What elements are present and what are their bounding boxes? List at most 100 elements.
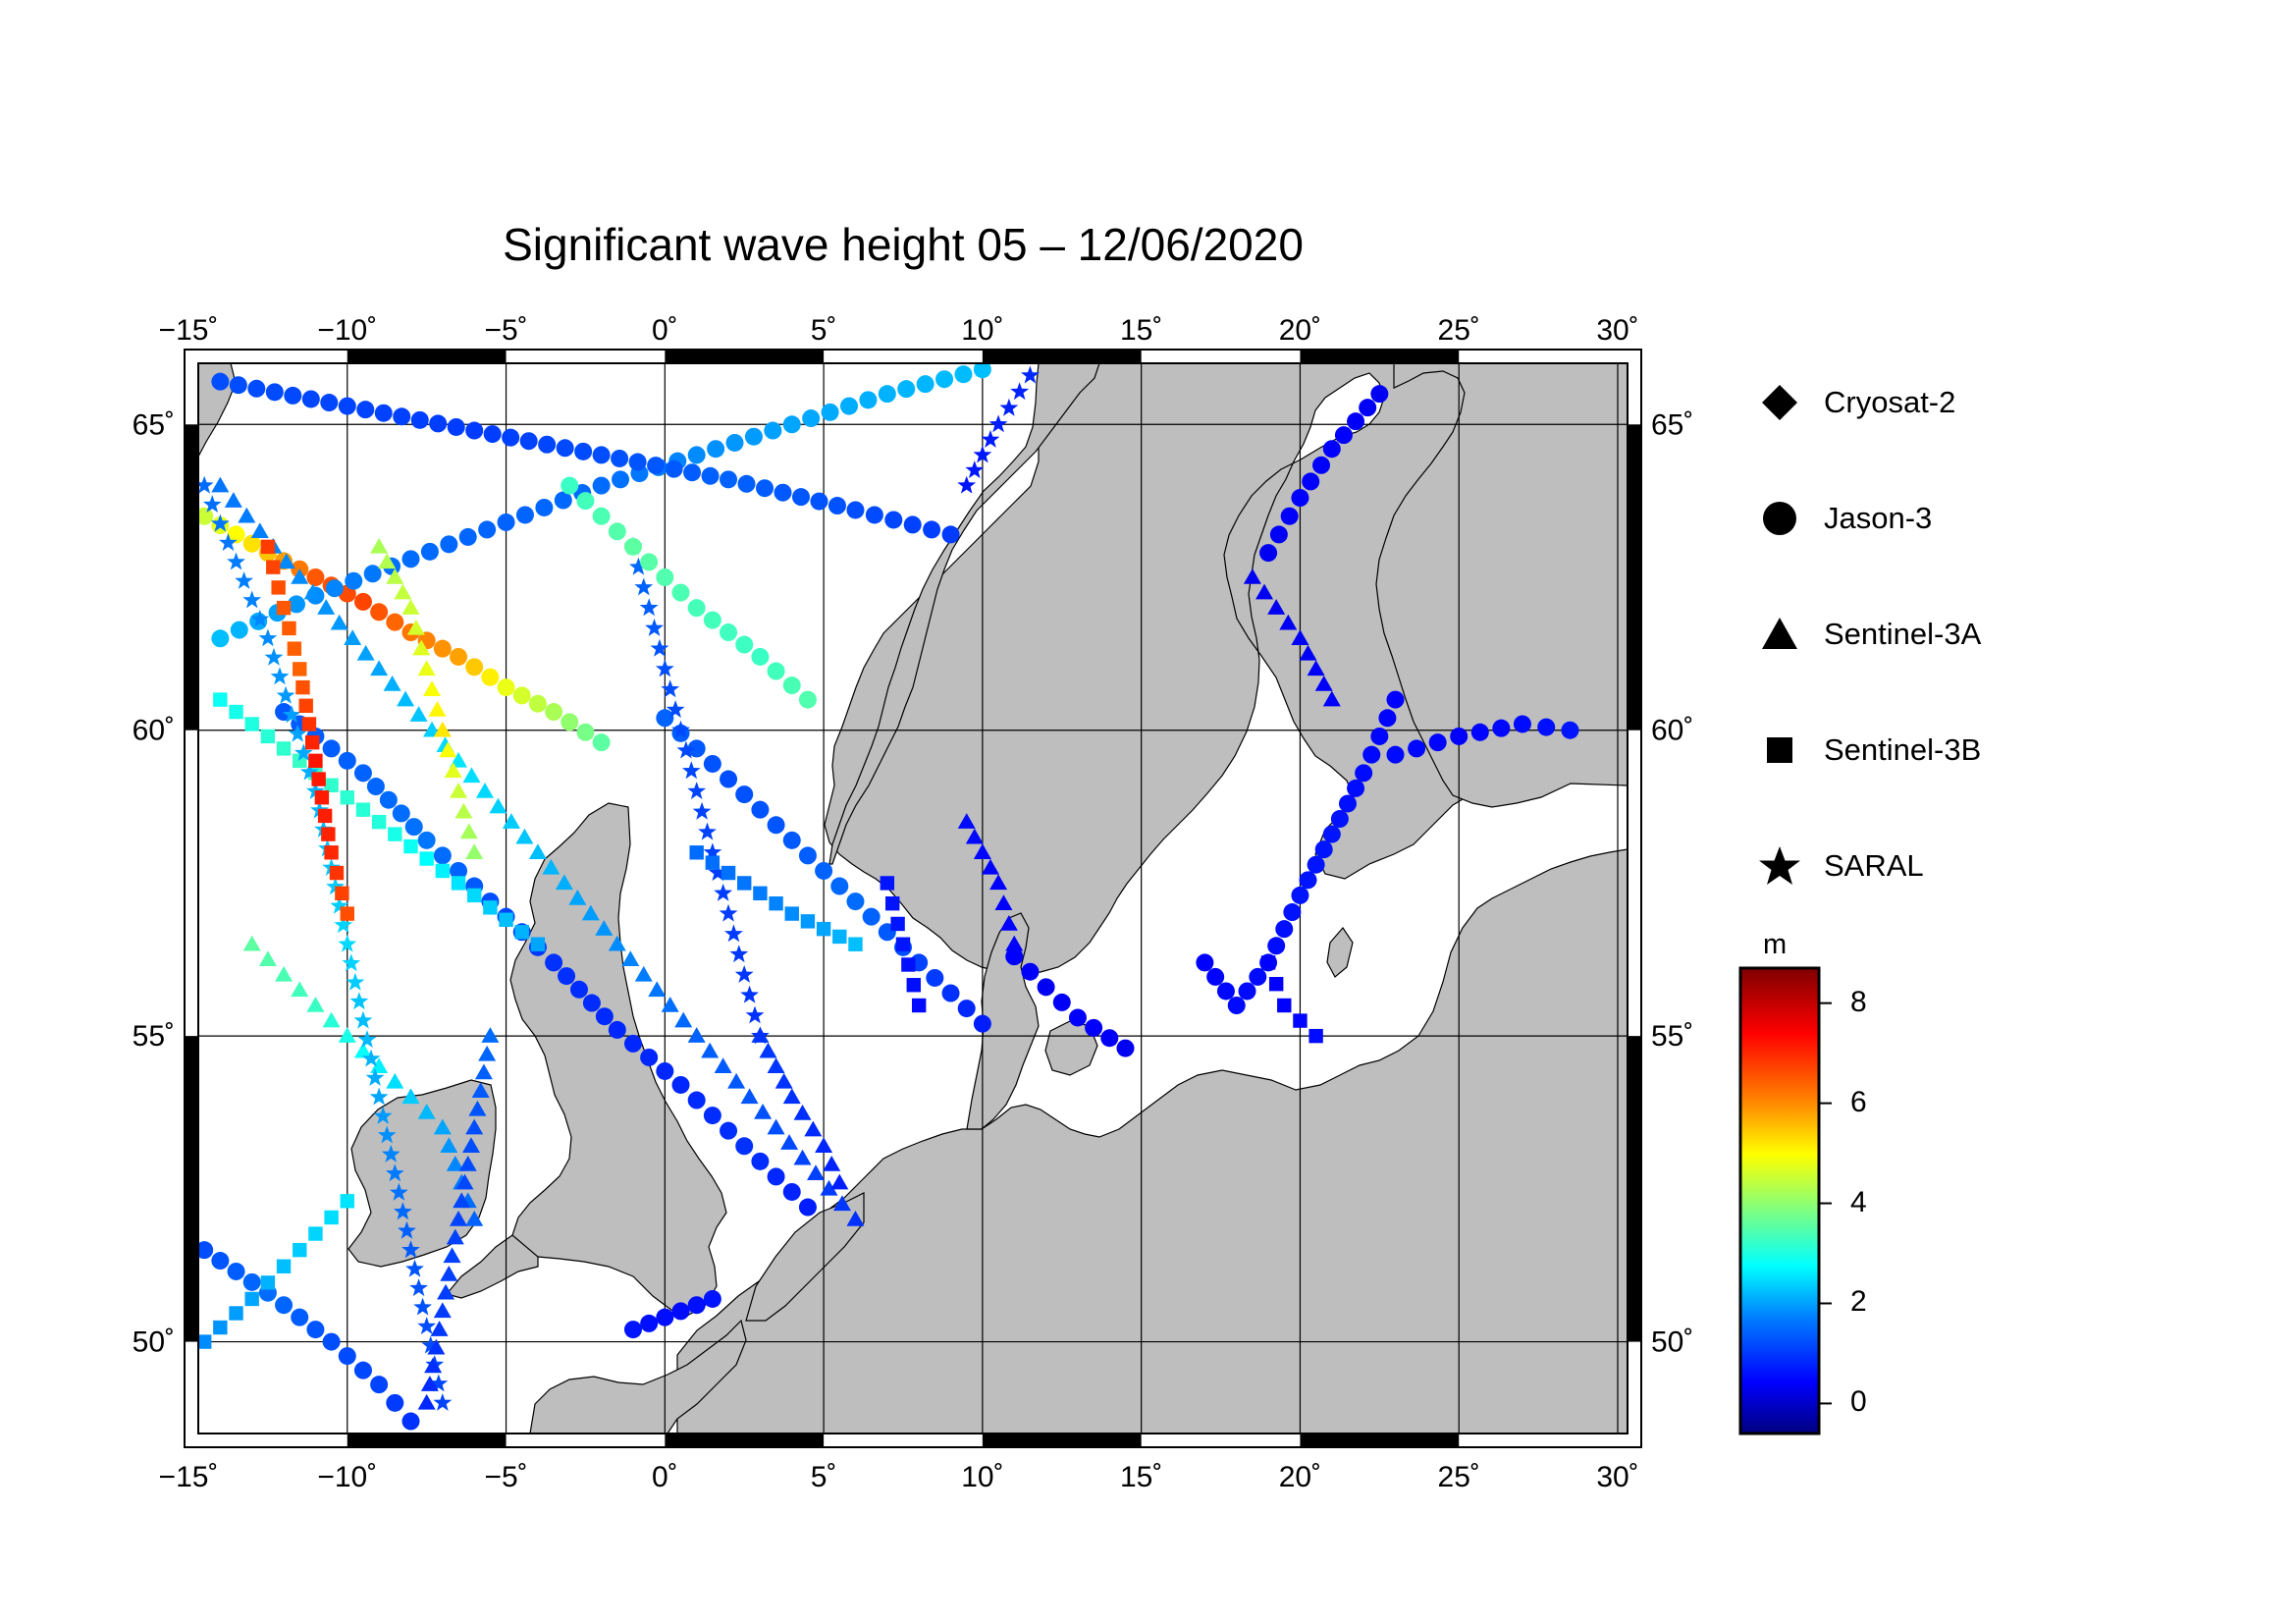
marker-square: [304, 734, 320, 750]
marker-star: [288, 724, 307, 742]
marker-circle: [345, 571, 363, 590]
marker-triangle: [458, 1155, 477, 1171]
marker-circle: [1291, 489, 1309, 508]
marker-star: [429, 1374, 449, 1392]
marker-circle: [556, 439, 574, 458]
marker-square: [295, 679, 310, 695]
marker-star: [202, 495, 222, 513]
marker-circle: [884, 511, 903, 529]
marker-triangle: [994, 894, 1013, 910]
marker-triangle: [767, 1118, 785, 1135]
marker-circle: [265, 383, 284, 402]
marker-circle: [1338, 794, 1357, 813]
marker-circle: [497, 513, 515, 531]
marker-triangle: [542, 858, 561, 875]
marker-square: [530, 937, 546, 951]
lat-tick-label-left: 55˚: [133, 1020, 175, 1053]
marker-triangle: [238, 507, 256, 523]
marker-circle: [450, 861, 468, 880]
marker-circle: [671, 1302, 690, 1321]
marker-circle: [338, 1347, 356, 1366]
marker-circle: [1347, 779, 1365, 797]
marker-square: [282, 621, 296, 636]
marker-star: [988, 414, 1008, 433]
marker-circle: [227, 1262, 245, 1280]
marker-triangle: [417, 1393, 436, 1410]
marker-circle: [935, 370, 954, 389]
marker-square: [198, 1334, 212, 1349]
marker-triangle: [815, 1137, 833, 1154]
marker-square: [721, 865, 736, 881]
marker-square: [314, 790, 330, 805]
marker-circle: [1275, 920, 1294, 939]
marker-star: [210, 514, 230, 532]
marker-square: [244, 1291, 259, 1307]
marker-circle: [767, 1167, 785, 1186]
marker-triangle: [515, 828, 534, 844]
marker-circle: [1347, 412, 1365, 431]
marker-circle: [756, 479, 774, 498]
triangle-icon: [1762, 618, 1797, 649]
lon-tick-label-top: −10˚: [317, 314, 377, 347]
marker-star: [634, 577, 654, 596]
marker-circle: [561, 713, 579, 731]
marker-square: [1293, 1013, 1308, 1028]
marker-square: [329, 865, 345, 881]
marker-circle: [433, 639, 452, 658]
marker-circle: [284, 386, 302, 405]
marker-circle: [707, 440, 725, 459]
marker-star: [405, 1259, 424, 1277]
marker-triangle: [444, 762, 462, 778]
marker-star: [250, 609, 270, 627]
marker-circle: [429, 414, 448, 433]
marker-triangle: [823, 1155, 841, 1171]
marker-circle: [595, 1007, 614, 1026]
marker-circle: [665, 460, 683, 478]
marker-triangle: [999, 914, 1018, 931]
marker-square: [260, 729, 276, 744]
marker-star: [227, 552, 245, 570]
lon-tick-label-bottom: −10˚: [317, 1461, 377, 1493]
marker-circle: [227, 525, 245, 544]
marker-square: [906, 978, 921, 993]
marker-circle: [1359, 399, 1377, 417]
marker-star: [650, 638, 669, 657]
marker-square: [499, 912, 513, 927]
marker-star: [1021, 365, 1040, 384]
marker-circle: [1249, 967, 1267, 986]
marker-circle: [1513, 715, 1531, 733]
marker-circle: [941, 525, 960, 544]
marker-square: [324, 845, 339, 860]
lon-tick-label-top: −15˚: [159, 314, 219, 347]
marker-circle: [687, 1296, 706, 1315]
marker-star: [242, 590, 262, 609]
marker-triangle: [242, 935, 261, 951]
marker-triangle: [1314, 676, 1333, 691]
marker-star: [433, 1393, 453, 1411]
marker-triangle: [450, 1211, 468, 1226]
colorbar-tick-label: 0: [1850, 1385, 1867, 1419]
marker-triangle: [397, 690, 415, 707]
legend-item-sentinel-3a: Sentinel-3A: [1757, 605, 1981, 664]
marker-square: [321, 827, 336, 841]
marker-circle: [338, 397, 356, 415]
marker-star: [734, 965, 754, 983]
marker-circle: [1561, 721, 1579, 739]
lon-tick-label-bottom: 30˚: [1596, 1461, 1638, 1493]
marker-star: [398, 1220, 416, 1239]
marker-circle: [612, 470, 630, 489]
marker-triangle: [701, 1042, 720, 1058]
lon-tick-label-bottom: 5˚: [811, 1461, 837, 1493]
marker-triangle: [459, 823, 478, 839]
marker-star: [1010, 382, 1030, 401]
marker-triangle: [581, 904, 600, 921]
frame-bar-right: [1628, 424, 1641, 730]
marker-triangle: [401, 599, 420, 615]
marker-circle: [1206, 967, 1225, 986]
marker-circle: [744, 427, 763, 446]
marker-circle: [782, 676, 801, 695]
marker-circle: [1386, 745, 1405, 764]
marker-circle: [767, 662, 785, 680]
land-benelux: [745, 1192, 865, 1322]
marker-triangle: [1243, 568, 1261, 584]
